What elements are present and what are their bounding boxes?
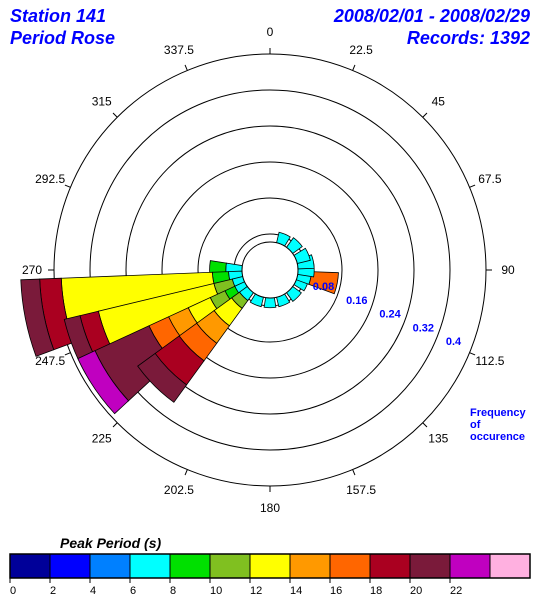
- svg-text:67.5: 67.5: [478, 172, 502, 186]
- svg-text:2: 2: [50, 585, 56, 597]
- svg-text:270: 270: [22, 263, 42, 277]
- svg-text:0.08: 0.08: [313, 281, 334, 293]
- svg-text:20: 20: [410, 585, 422, 597]
- svg-text:112.5: 112.5: [475, 354, 504, 368]
- svg-text:0.24: 0.24: [379, 309, 401, 321]
- svg-text:135: 135: [428, 431, 448, 445]
- period-rose-chart: 022.54567.590112.5135157.5180202.5225247…: [0, 0, 540, 600]
- svg-text:14: 14: [290, 585, 302, 597]
- svg-text:337.5: 337.5: [164, 43, 194, 57]
- svg-text:4: 4: [90, 585, 96, 597]
- svg-text:0.4: 0.4: [446, 336, 462, 348]
- station-label: Station 141: [10, 6, 106, 27]
- records-count: Records: 1392: [407, 28, 530, 49]
- svg-text:occurence: occurence: [470, 431, 525, 443]
- svg-text:247.5: 247.5: [35, 354, 65, 368]
- legend-title: Peak Period (s): [60, 535, 161, 551]
- svg-text:6: 6: [130, 585, 136, 597]
- svg-text:22.5: 22.5: [349, 43, 373, 57]
- svg-text:16: 16: [330, 585, 342, 597]
- svg-text:90: 90: [501, 263, 515, 277]
- svg-text:8: 8: [170, 585, 176, 597]
- svg-text:0: 0: [10, 585, 16, 597]
- svg-text:292.5: 292.5: [35, 172, 65, 186]
- svg-text:Frequency: Frequency: [470, 407, 527, 419]
- svg-text:202.5: 202.5: [164, 483, 194, 497]
- svg-text:18: 18: [370, 585, 382, 597]
- svg-text:225: 225: [92, 431, 112, 445]
- svg-text:0: 0: [267, 25, 274, 39]
- svg-text:of: of: [470, 419, 481, 431]
- chart-title: Period Rose: [10, 28, 115, 49]
- svg-text:22: 22: [450, 585, 462, 597]
- svg-text:45: 45: [432, 95, 446, 109]
- svg-text:12: 12: [250, 585, 262, 597]
- svg-text:157.5: 157.5: [346, 483, 376, 497]
- svg-text:180: 180: [260, 501, 280, 515]
- svg-text:315: 315: [92, 95, 112, 109]
- svg-text:0.16: 0.16: [346, 295, 367, 307]
- date-range: 2008/02/01 - 2008/02/29: [334, 6, 530, 27]
- svg-text:0.32: 0.32: [413, 322, 434, 334]
- svg-text:10: 10: [210, 585, 222, 597]
